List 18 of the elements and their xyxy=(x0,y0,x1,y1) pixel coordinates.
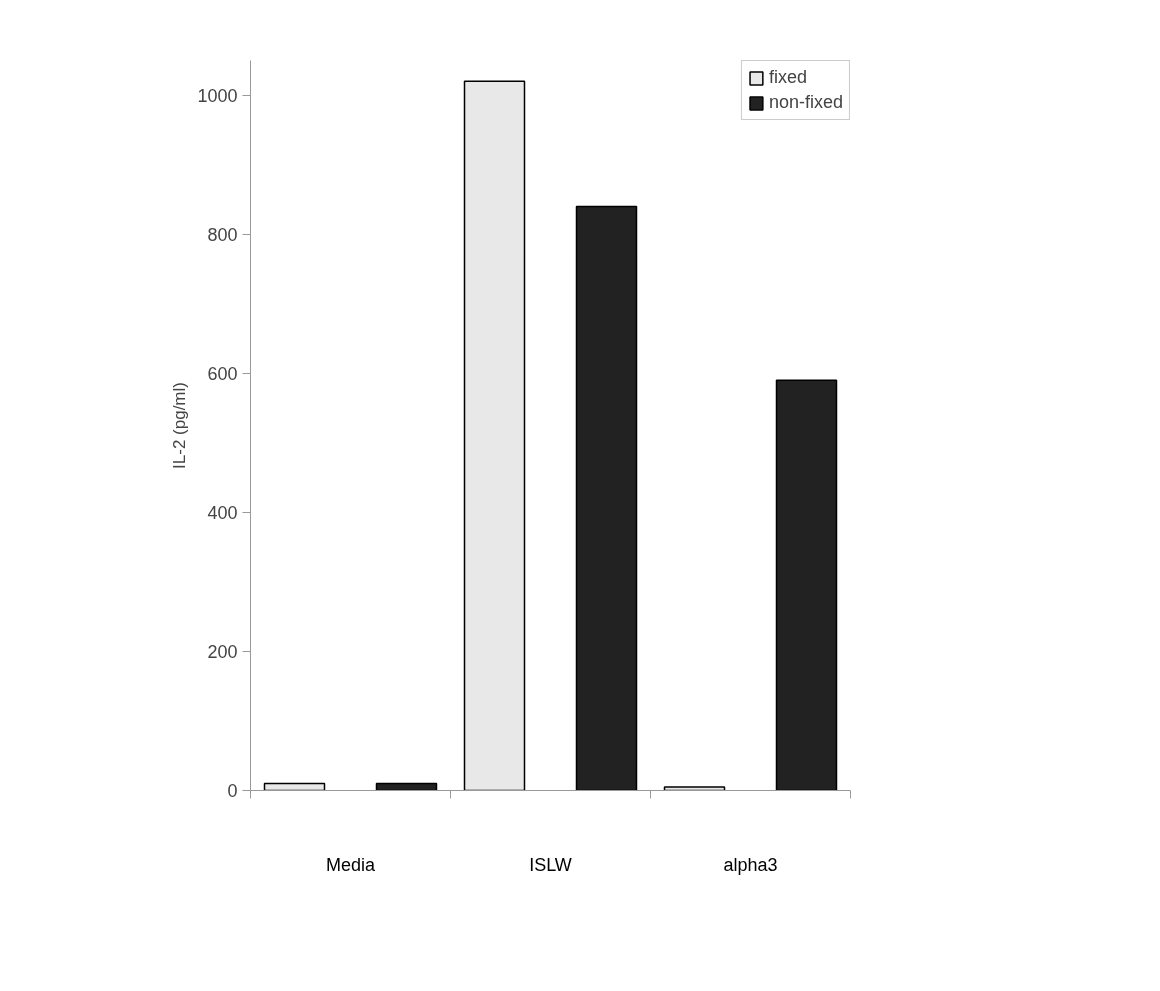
bar xyxy=(375,782,438,791)
legend-label: fixed xyxy=(768,67,807,88)
y-tick-label: 1000 xyxy=(197,85,238,106)
x-tick-label: alpha3 xyxy=(723,854,778,875)
bar xyxy=(775,379,838,791)
x-tick-label: ISLW xyxy=(529,854,572,875)
x-tick-label: Media xyxy=(325,854,376,875)
y-tick-label: 800 xyxy=(207,224,238,245)
bar xyxy=(663,786,726,791)
y-tick-label: 200 xyxy=(207,641,238,662)
y-axis-title: IL-2 (pg/ml) xyxy=(170,382,190,469)
bar xyxy=(263,782,326,791)
legend-label: non-fixed xyxy=(768,92,843,113)
bar xyxy=(463,80,526,791)
y-tick-label: 400 xyxy=(207,502,238,523)
bar xyxy=(575,205,638,791)
y-tick-label: 0 xyxy=(227,781,238,801)
y-tick-label: 600 xyxy=(207,363,238,384)
